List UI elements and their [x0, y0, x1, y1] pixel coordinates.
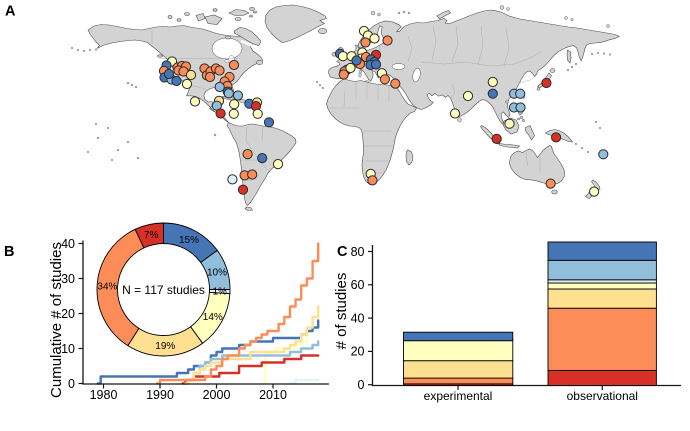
svg-text:30: 30 [61, 272, 75, 286]
svg-text:A: A [5, 4, 16, 20]
svg-text:10%: 10% [207, 268, 227, 279]
svg-text:0: 0 [68, 377, 75, 391]
svg-text:20: 20 [61, 307, 75, 321]
svg-text:N = 117 studies: N = 117 studies [122, 283, 205, 297]
svg-text:1980: 1980 [90, 388, 118, 402]
svg-text:34%: 34% [97, 281, 117, 292]
svg-text:Cumulative # of studies: Cumulative # of studies [48, 242, 65, 398]
svg-text:1%: 1% [212, 287, 227, 298]
svg-text:10: 10 [61, 342, 75, 356]
svg-text:19%: 19% [155, 341, 175, 352]
svg-text:20: 20 [351, 345, 365, 359]
svg-text:1990: 1990 [146, 388, 174, 402]
svg-text:experimental: experimental [424, 389, 493, 403]
svg-text:C: C [337, 244, 348, 260]
svg-text:80: 80 [351, 245, 365, 259]
svg-text:15%: 15% [179, 235, 199, 246]
svg-text:40: 40 [61, 237, 75, 251]
svg-text:60: 60 [351, 278, 365, 292]
svg-text:2000: 2000 [203, 388, 231, 402]
svg-text:B: B [4, 244, 14, 260]
svg-text:14%: 14% [203, 312, 223, 323]
svg-text:0: 0 [358, 378, 365, 392]
svg-text:observational: observational [567, 389, 638, 403]
svg-text:40: 40 [351, 311, 365, 325]
svg-text:7%: 7% [144, 230, 159, 241]
svg-text:# of studies: # of studies [333, 273, 350, 350]
svg-text:2010: 2010 [259, 388, 287, 402]
